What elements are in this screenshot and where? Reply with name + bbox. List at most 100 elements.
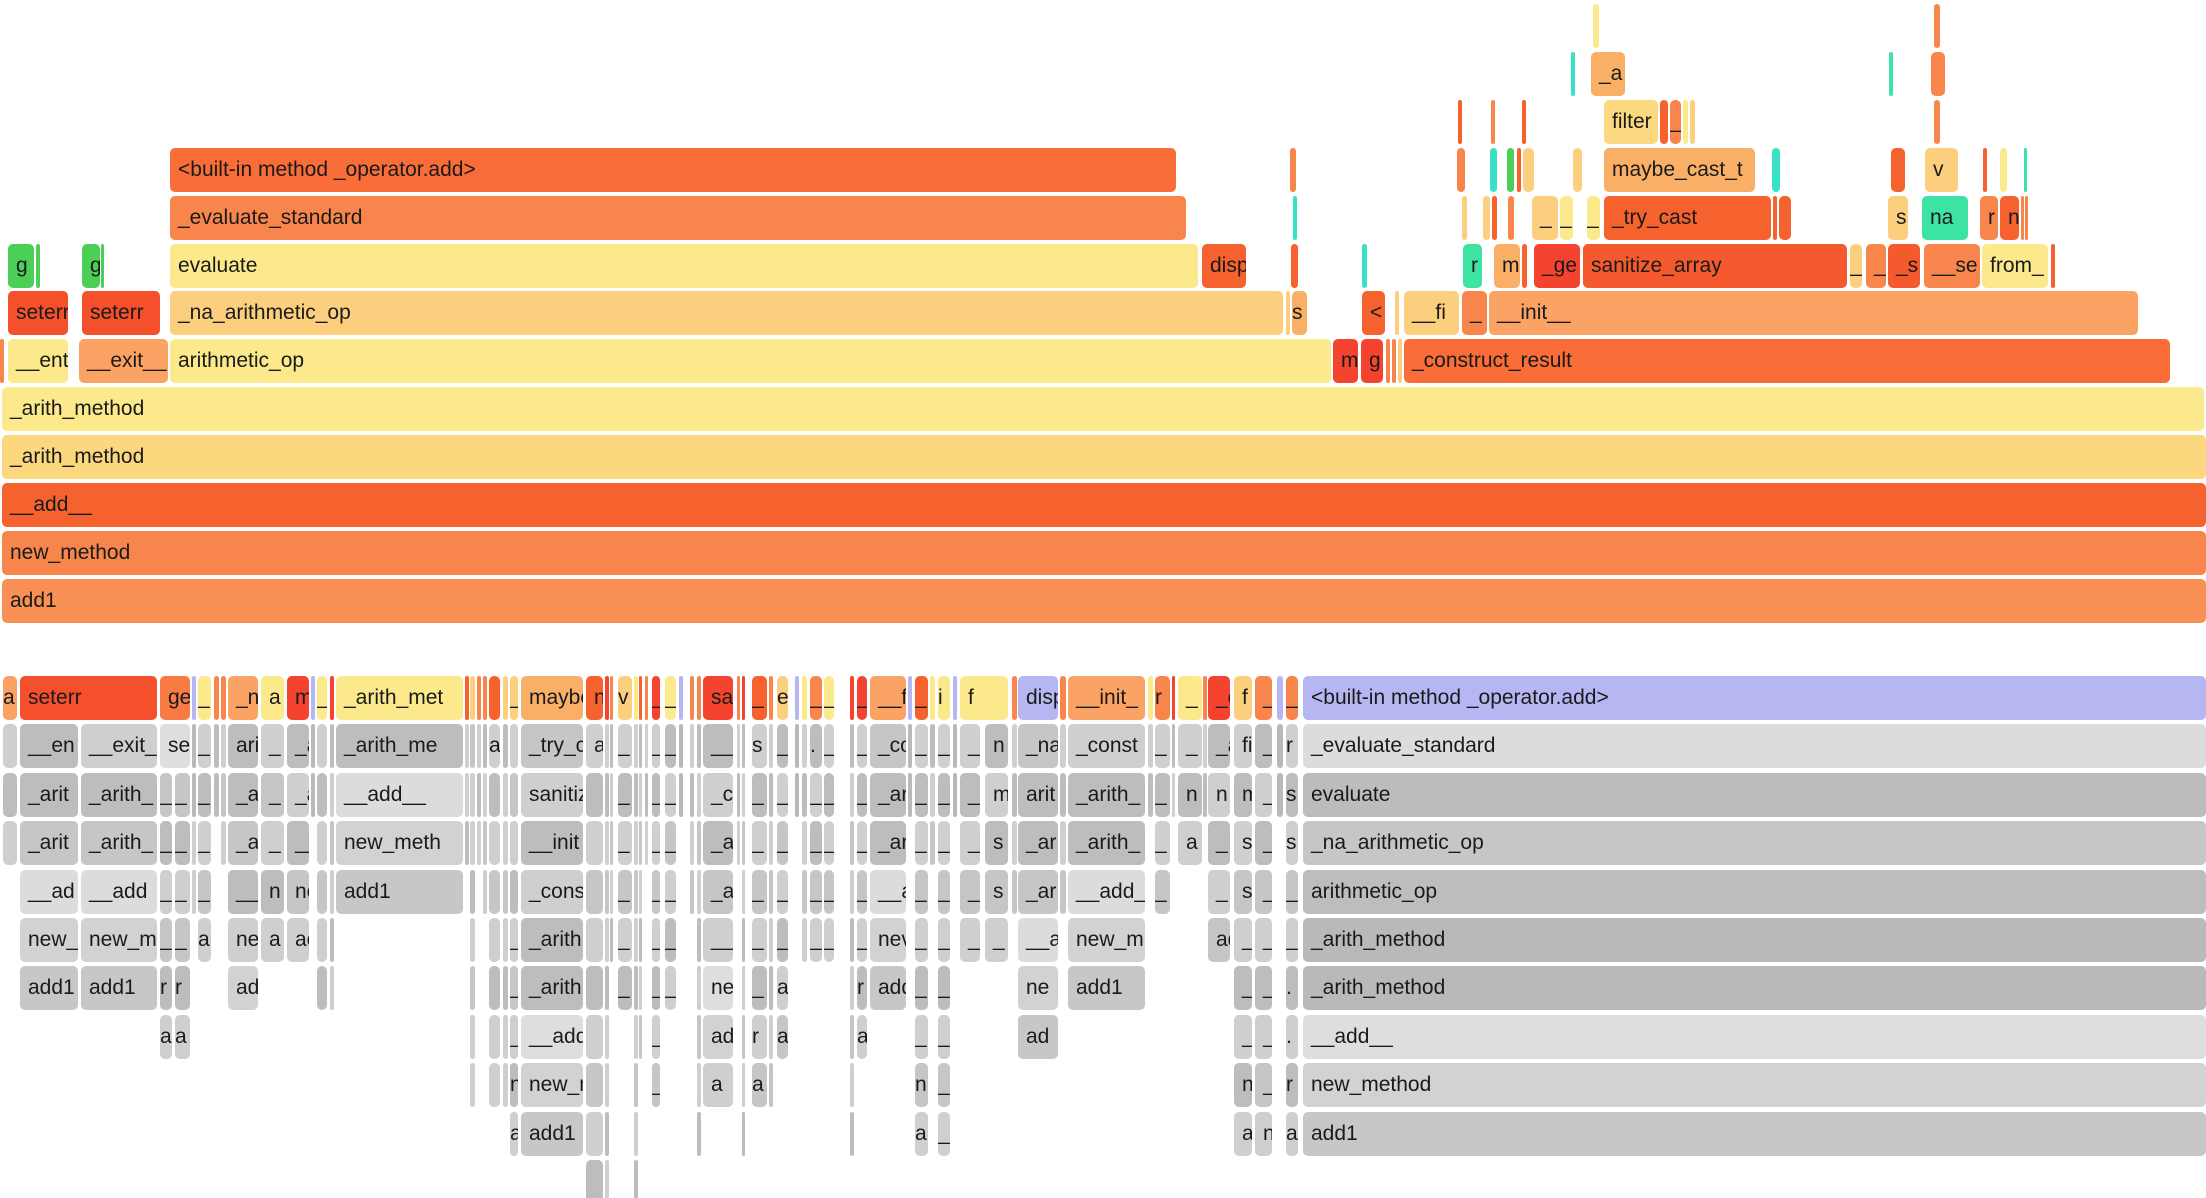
frame-sliver[interactable] — [503, 1063, 508, 1108]
frame-sliver[interactable] — [1012, 724, 1017, 769]
frame-_arith_method[interactable]: _arith_method — [2, 435, 2206, 480]
frame-sliver[interactable] — [742, 1014, 745, 1059]
frame-s[interactable]: s — [1234, 869, 1252, 914]
frame-sliver[interactable] — [221, 676, 226, 720]
frame-add1[interactable]: add1 — [521, 1111, 583, 1156]
frame-r[interactable]: r — [1980, 195, 1998, 240]
frame-__init[interactable]: __init — [521, 821, 583, 866]
frame-sliver[interactable] — [850, 966, 854, 1011]
frame-sliver[interactable] — [477, 676, 481, 720]
frame-sliver[interactable] — [645, 821, 648, 866]
frame-_c[interactable]: _c — [703, 772, 733, 817]
frame-sliver[interactable] — [192, 869, 196, 914]
frame-_arit[interactable]: _arit — [20, 821, 78, 866]
frame-sliver[interactable] — [634, 869, 638, 914]
frame-sliver[interactable] — [1457, 147, 1465, 192]
frame-sliver[interactable] — [645, 772, 648, 817]
frame-sliver[interactable] — [330, 772, 334, 817]
frame-_[interactable]: _ — [824, 918, 834, 962]
frame-_[interactable]: _ — [1155, 772, 1170, 817]
frame-_[interactable]: _ — [960, 772, 980, 817]
frame-sliver[interactable] — [311, 772, 315, 817]
frame-disp[interactable]: disp — [1202, 243, 1246, 288]
frame-s[interactable]: s — [752, 724, 767, 769]
frame-sliver[interactable] — [737, 821, 740, 866]
frame-add1[interactable]: add1 — [81, 966, 157, 1011]
frame-add1[interactable]: add1 — [336, 869, 463, 914]
frame-sliver[interactable] — [850, 724, 854, 769]
frame-sliver[interactable] — [610, 724, 613, 769]
frame-disp[interactable]: disp — [1018, 676, 1058, 720]
frame-f[interactable]: f — [960, 676, 1008, 720]
frame-_[interactable]: _ — [915, 869, 928, 914]
frame-[interactable]: . — [810, 724, 822, 769]
frame-_[interactable]: _ — [857, 821, 867, 866]
frame-e[interactable]: e — [777, 676, 788, 720]
frame-_a[interactable]: _a — [510, 966, 518, 1011]
frame-sliver[interactable] — [489, 869, 500, 914]
frame-_[interactable]: _ — [810, 772, 822, 817]
frame-sliver[interactable] — [690, 772, 694, 817]
frame-_[interactable]: _ — [618, 772, 632, 817]
frame-_a[interactable]: _a — [287, 772, 309, 817]
frame-sliver[interactable] — [510, 772, 518, 817]
frame-_[interactable]: _ — [938, 772, 950, 817]
frame-_[interactable]: _ — [960, 869, 980, 914]
frame-r[interactable]: r — [1286, 724, 1298, 769]
frame-_[interactable]: _ — [1255, 676, 1272, 720]
frame-_[interactable]: _ — [857, 724, 867, 769]
frame-_a[interactable]: _a — [1591, 51, 1625, 96]
frame-sliver[interactable] — [930, 772, 935, 817]
frame-__[interactable]: __ — [703, 724, 733, 769]
frame-__en[interactable]: __en — [20, 724, 78, 769]
frame-__se[interactable]: __se — [1924, 243, 1980, 288]
frame-_[interactable]: _ — [175, 821, 190, 866]
frame-_[interactable]: _ — [752, 821, 767, 866]
frame-s[interactable]: s — [985, 821, 1008, 866]
frame-sliver[interactable] — [908, 772, 912, 817]
frame-ari[interactable]: ari — [228, 724, 258, 769]
frame-_[interactable]: _ — [1866, 243, 1886, 288]
frame-_ar[interactable]: _ar — [870, 772, 906, 817]
frame-__add__[interactable]: __add__ — [1303, 1014, 2206, 1059]
frame-sliver[interactable] — [3, 772, 17, 817]
frame-sliver[interactable] — [1660, 99, 1668, 144]
frame-_[interactable]: _ — [317, 676, 327, 720]
frame-sliver[interactable] — [489, 966, 500, 1011]
frame-filter[interactable]: filter — [1604, 99, 1658, 144]
frame-sliver[interactable] — [850, 1014, 854, 1059]
frame-_[interactable]: _ — [1234, 966, 1252, 1011]
frame-_try_c[interactable]: _try_c — [521, 724, 583, 769]
frame-s[interactable]: s — [1234, 821, 1252, 866]
frame-sliver[interactable] — [483, 821, 487, 866]
frame-a[interactable]: a — [261, 676, 284, 720]
frame-sliver[interactable] — [605, 918, 609, 962]
frame-sliver[interactable] — [503, 918, 508, 962]
frame-_[interactable]: _ — [1560, 195, 1573, 240]
frame-sliver[interactable] — [503, 1014, 508, 1059]
frame-sliver[interactable] — [742, 724, 745, 769]
frame-_[interactable]: _ — [1255, 966, 1272, 1011]
frame-_construct_result[interactable]: _construct_result — [1404, 339, 2170, 384]
frame-sliver[interactable] — [1490, 147, 1497, 192]
frame-sliver[interactable] — [742, 772, 745, 817]
frame-_[interactable]: _ — [960, 821, 980, 866]
frame-ad[interactable]: ad — [1208, 918, 1230, 962]
frame-sliver[interactable] — [465, 821, 469, 866]
frame-__init__[interactable]: __init__ — [1489, 291, 2138, 336]
frame-_[interactable]: _ — [665, 772, 676, 817]
frame-a[interactable]: a — [1178, 821, 1202, 866]
frame-sanitize_array[interactable]: sanitize_array — [1583, 243, 1847, 288]
frame-__add__[interactable]: __add__ — [336, 772, 463, 817]
frame-nc[interactable]: nc — [287, 869, 309, 914]
frame-sliver[interactable] — [697, 1063, 701, 1108]
frame-sliver[interactable] — [101, 243, 104, 288]
frame-a[interactable]: a — [175, 1014, 190, 1059]
frame-sliver[interactable] — [586, 966, 603, 1011]
frame-sliver[interactable] — [470, 724, 475, 769]
frame-sliver[interactable] — [470, 676, 475, 720]
frame-_[interactable]: _ — [915, 724, 928, 769]
frame-a[interactable]: a — [160, 1014, 172, 1059]
frame-_[interactable]: _ — [915, 821, 928, 866]
frame-n[interactable]: n — [985, 724, 1008, 769]
